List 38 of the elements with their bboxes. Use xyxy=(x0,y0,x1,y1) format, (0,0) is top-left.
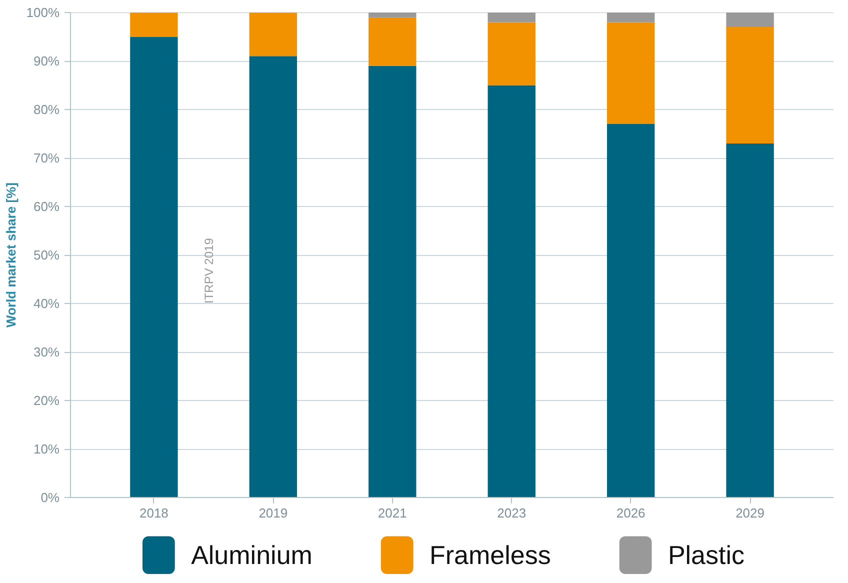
bar xyxy=(488,85,536,498)
annotation: ITRPV 2019 xyxy=(202,238,216,304)
bar xyxy=(726,27,774,144)
x-tick-label: 2018 xyxy=(139,506,168,520)
y-tick-label: 10% xyxy=(33,442,60,456)
x-tick-label: 2019 xyxy=(258,506,288,520)
y-tick-label: 20% xyxy=(33,393,60,408)
y-tick-label: 70% xyxy=(33,150,60,166)
x-tick-label: 2029 xyxy=(736,506,765,520)
y-tick-label: 40% xyxy=(33,296,60,311)
y-axis-title: World market share [%] xyxy=(3,182,18,328)
legend-label: Plastic xyxy=(668,540,745,570)
bar xyxy=(606,124,655,498)
bar xyxy=(368,12,416,18)
bar xyxy=(130,12,178,37)
bar xyxy=(130,36,178,498)
y-tick-label: 30% xyxy=(33,344,60,360)
y-tick-label: 90% xyxy=(33,54,60,68)
legend-label: Aluminium xyxy=(191,540,312,570)
y-tick-label: 100% xyxy=(26,5,60,20)
bar xyxy=(368,66,416,498)
bar xyxy=(488,22,536,86)
bar xyxy=(606,12,655,22)
x-tick-label: 2023 xyxy=(497,506,526,520)
y-tick-label: 50% xyxy=(33,248,60,262)
bar xyxy=(606,22,655,124)
bar xyxy=(726,12,774,28)
x-tick-label: 2021 xyxy=(378,506,407,520)
bar xyxy=(249,56,298,498)
y-tick-label: 60% xyxy=(33,199,60,214)
bar xyxy=(368,17,416,66)
bar xyxy=(726,143,774,498)
y-tick-label: 0% xyxy=(40,490,60,505)
bar xyxy=(249,12,298,56)
x-tick-label: 2026 xyxy=(616,506,646,520)
bar xyxy=(488,12,536,22)
y-tick-label: 80% xyxy=(33,102,60,117)
legend-label: Frameless xyxy=(430,540,551,570)
